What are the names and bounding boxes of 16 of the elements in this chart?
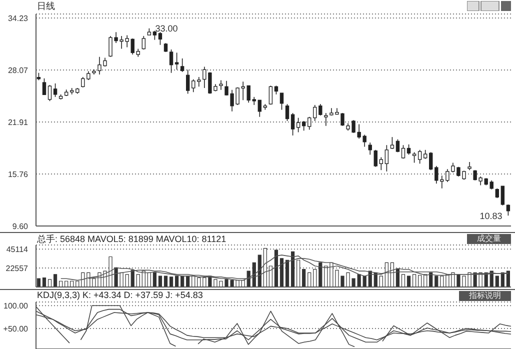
chart-title: 总手: 56848 MAVOL5: 81899 MAVOL10: 81121 <box>37 233 226 246</box>
y-tick-label: 45114 <box>6 244 29 254</box>
chart-title: KDJ(9,3,3) K: +43.34 D: +37.59 J: +54.83 <box>37 290 203 300</box>
annotation: 10.83 <box>480 210 502 221</box>
y-tick-label: 21.91 <box>8 118 29 127</box>
y-tick-label: +50.00 <box>3 324 29 334</box>
y-tick-label: 9.60 <box>12 222 29 231</box>
text: 成交量 <box>467 234 511 244</box>
annotation: 33.00 <box>155 24 178 34</box>
y-tick-label: 100.00 <box>4 301 29 310</box>
y-tick-label: 22557 <box>6 264 29 273</box>
chart-title: 日线 <box>37 0 55 13</box>
text: 指标说明 <box>459 291 511 301</box>
y-tick-label: 15.76 <box>8 170 29 179</box>
y-tick-label: 34.23 <box>8 14 29 23</box>
y-tick-label: 28.07 <box>8 66 29 75</box>
